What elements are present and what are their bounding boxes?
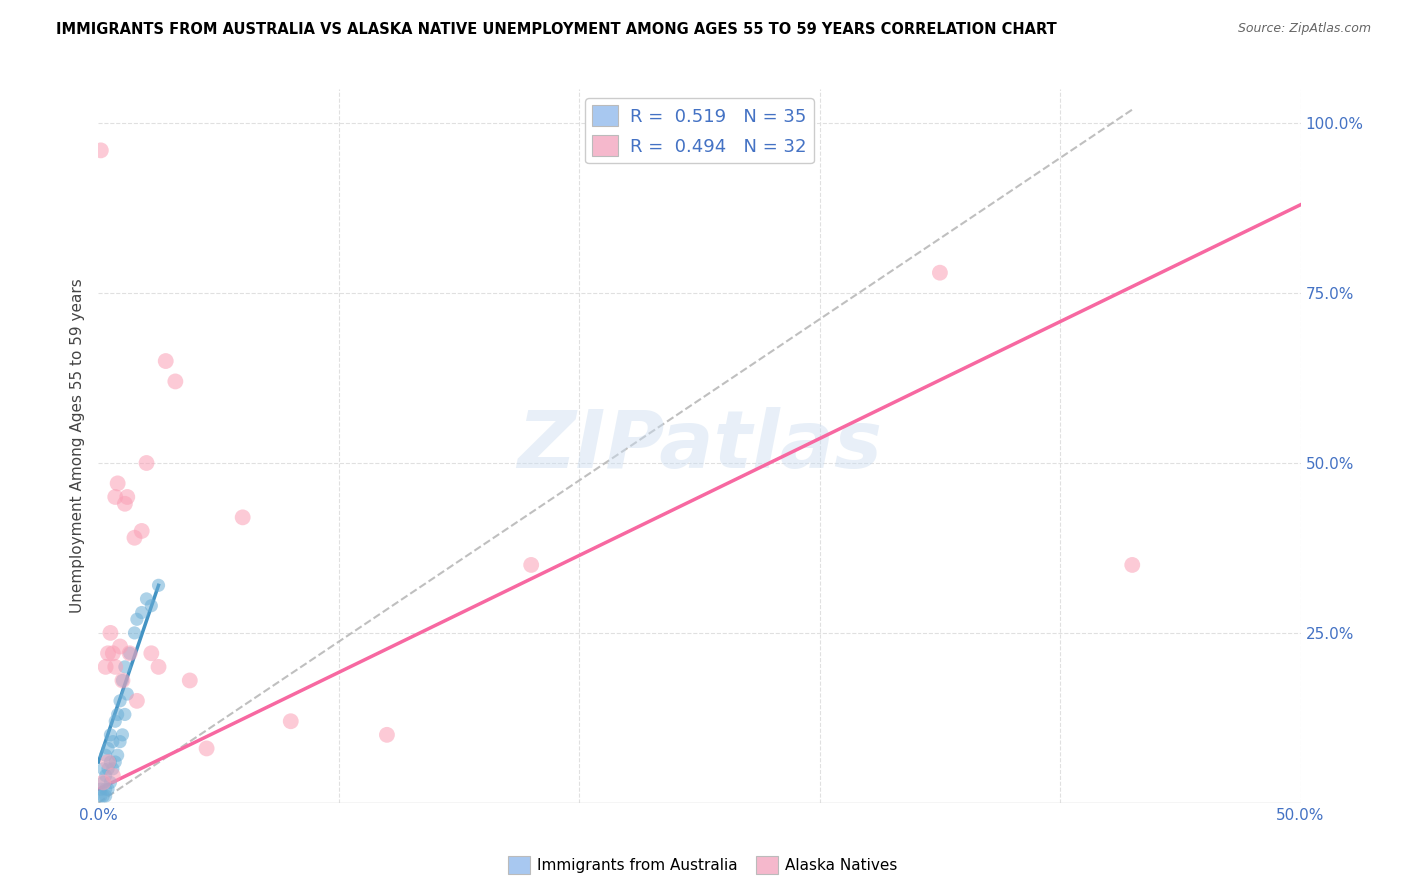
Point — [107, 748, 129, 763]
Point — [108, 734, 131, 748]
Point — [114, 497, 136, 511]
Point — [107, 476, 129, 491]
Point — [928, 266, 950, 280]
Point — [117, 490, 139, 504]
Point — [111, 673, 134, 688]
Point — [104, 660, 127, 674]
Point — [94, 782, 117, 797]
Point — [101, 646, 124, 660]
Point — [125, 612, 148, 626]
Point — [104, 490, 127, 504]
Point — [114, 707, 136, 722]
Point — [94, 748, 117, 763]
Point — [1121, 558, 1143, 572]
Y-axis label: Unemployment Among Ages 55 to 59 years: Unemployment Among Ages 55 to 59 years — [69, 278, 84, 614]
Point — [520, 558, 543, 572]
Point — [97, 741, 120, 756]
Legend: R =  0.519   N = 35, R =  0.494   N = 32: R = 0.519 N = 35, R = 0.494 N = 32 — [585, 98, 814, 163]
Point — [179, 673, 201, 688]
Point — [195, 741, 218, 756]
Point — [111, 673, 134, 688]
Point — [165, 375, 187, 389]
Point — [118, 646, 141, 660]
Point — [91, 775, 114, 789]
Point — [280, 714, 302, 729]
Point — [91, 789, 114, 803]
Point — [108, 694, 131, 708]
Point — [97, 755, 120, 769]
Point — [141, 599, 163, 613]
Point — [97, 646, 120, 660]
Point — [148, 660, 170, 674]
Legend: Immigrants from Australia, Alaska Natives: Immigrants from Australia, Alaska Native… — [502, 850, 904, 880]
Point — [104, 714, 127, 729]
Point — [135, 591, 157, 606]
Point — [101, 762, 124, 776]
Text: ZIPatlas: ZIPatlas — [517, 407, 882, 485]
Point — [97, 782, 120, 797]
Point — [94, 789, 117, 803]
Point — [114, 660, 136, 674]
Point — [135, 456, 157, 470]
Point — [104, 755, 127, 769]
Point — [100, 728, 122, 742]
Point — [124, 531, 146, 545]
Text: IMMIGRANTS FROM AUSTRALIA VS ALASKA NATIVE UNEMPLOYMENT AMONG AGES 55 TO 59 YEAR: IMMIGRANTS FROM AUSTRALIA VS ALASKA NATI… — [56, 22, 1057, 37]
Point — [100, 775, 122, 789]
Text: Source: ZipAtlas.com: Source: ZipAtlas.com — [1237, 22, 1371, 36]
Point — [90, 782, 112, 797]
Point — [97, 762, 120, 776]
Point — [131, 524, 153, 538]
Point — [118, 646, 141, 660]
Point — [101, 769, 124, 783]
Point — [107, 707, 129, 722]
Point — [100, 626, 122, 640]
Point — [117, 687, 139, 701]
Point — [94, 769, 117, 783]
Point — [100, 755, 122, 769]
Point — [91, 775, 114, 789]
Point — [375, 728, 398, 742]
Point — [91, 762, 114, 776]
Point — [125, 694, 148, 708]
Point — [101, 734, 124, 748]
Point — [141, 646, 163, 660]
Point — [94, 660, 117, 674]
Point — [148, 578, 170, 592]
Point — [108, 640, 131, 654]
Point — [111, 728, 134, 742]
Point — [155, 354, 177, 368]
Point — [232, 510, 254, 524]
Point — [131, 606, 153, 620]
Point — [124, 626, 146, 640]
Point — [90, 144, 112, 158]
Point — [90, 789, 112, 803]
